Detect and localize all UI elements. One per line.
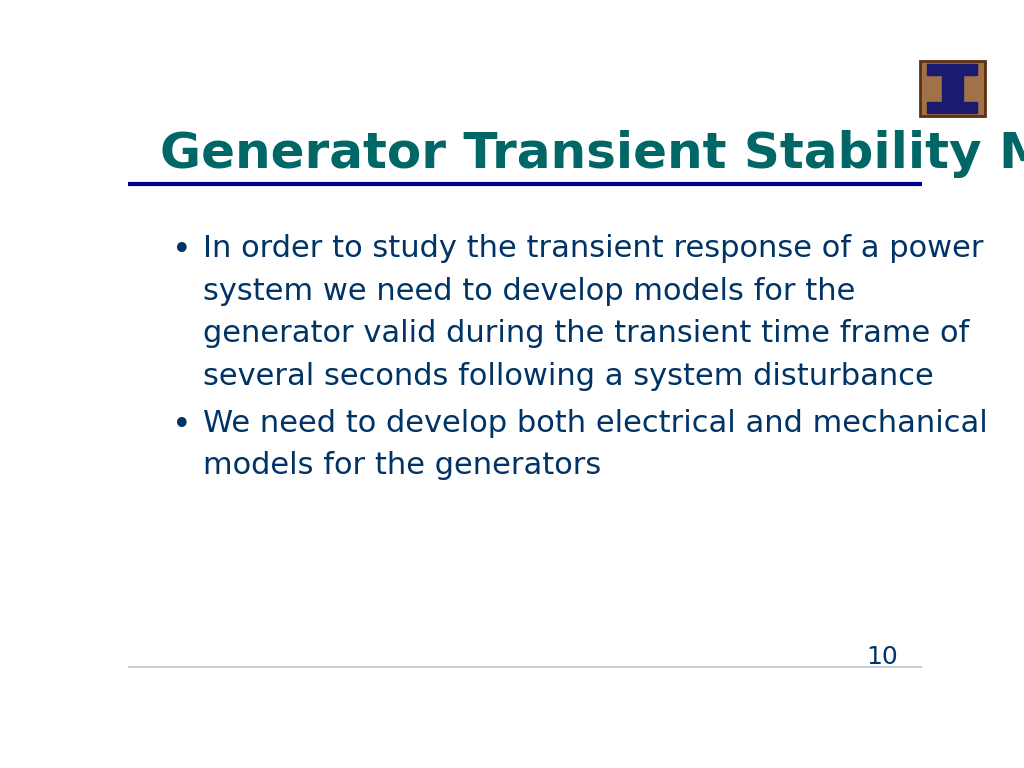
Text: 10: 10 bbox=[866, 645, 898, 669]
Text: several seconds following a system disturbance: several seconds following a system distu… bbox=[204, 362, 934, 391]
Text: system we need to develop models for the: system we need to develop models for the bbox=[204, 276, 856, 306]
Text: In order to study the transient response of a power: In order to study the transient response… bbox=[204, 234, 984, 263]
Text: Generator Transient Stability Models: Generator Transient Stability Models bbox=[160, 131, 1024, 178]
Text: generator valid during the transient time frame of: generator valid during the transient tim… bbox=[204, 319, 970, 348]
Text: We need to develop both electrical and mechanical: We need to develop both electrical and m… bbox=[204, 409, 988, 438]
Bar bbox=[928, 64, 977, 74]
Text: •: • bbox=[172, 234, 191, 267]
Bar bbox=[942, 74, 963, 101]
Text: •: • bbox=[172, 409, 191, 442]
Bar bbox=[928, 102, 977, 113]
Text: models for the generators: models for the generators bbox=[204, 451, 602, 480]
FancyBboxPatch shape bbox=[921, 61, 985, 116]
